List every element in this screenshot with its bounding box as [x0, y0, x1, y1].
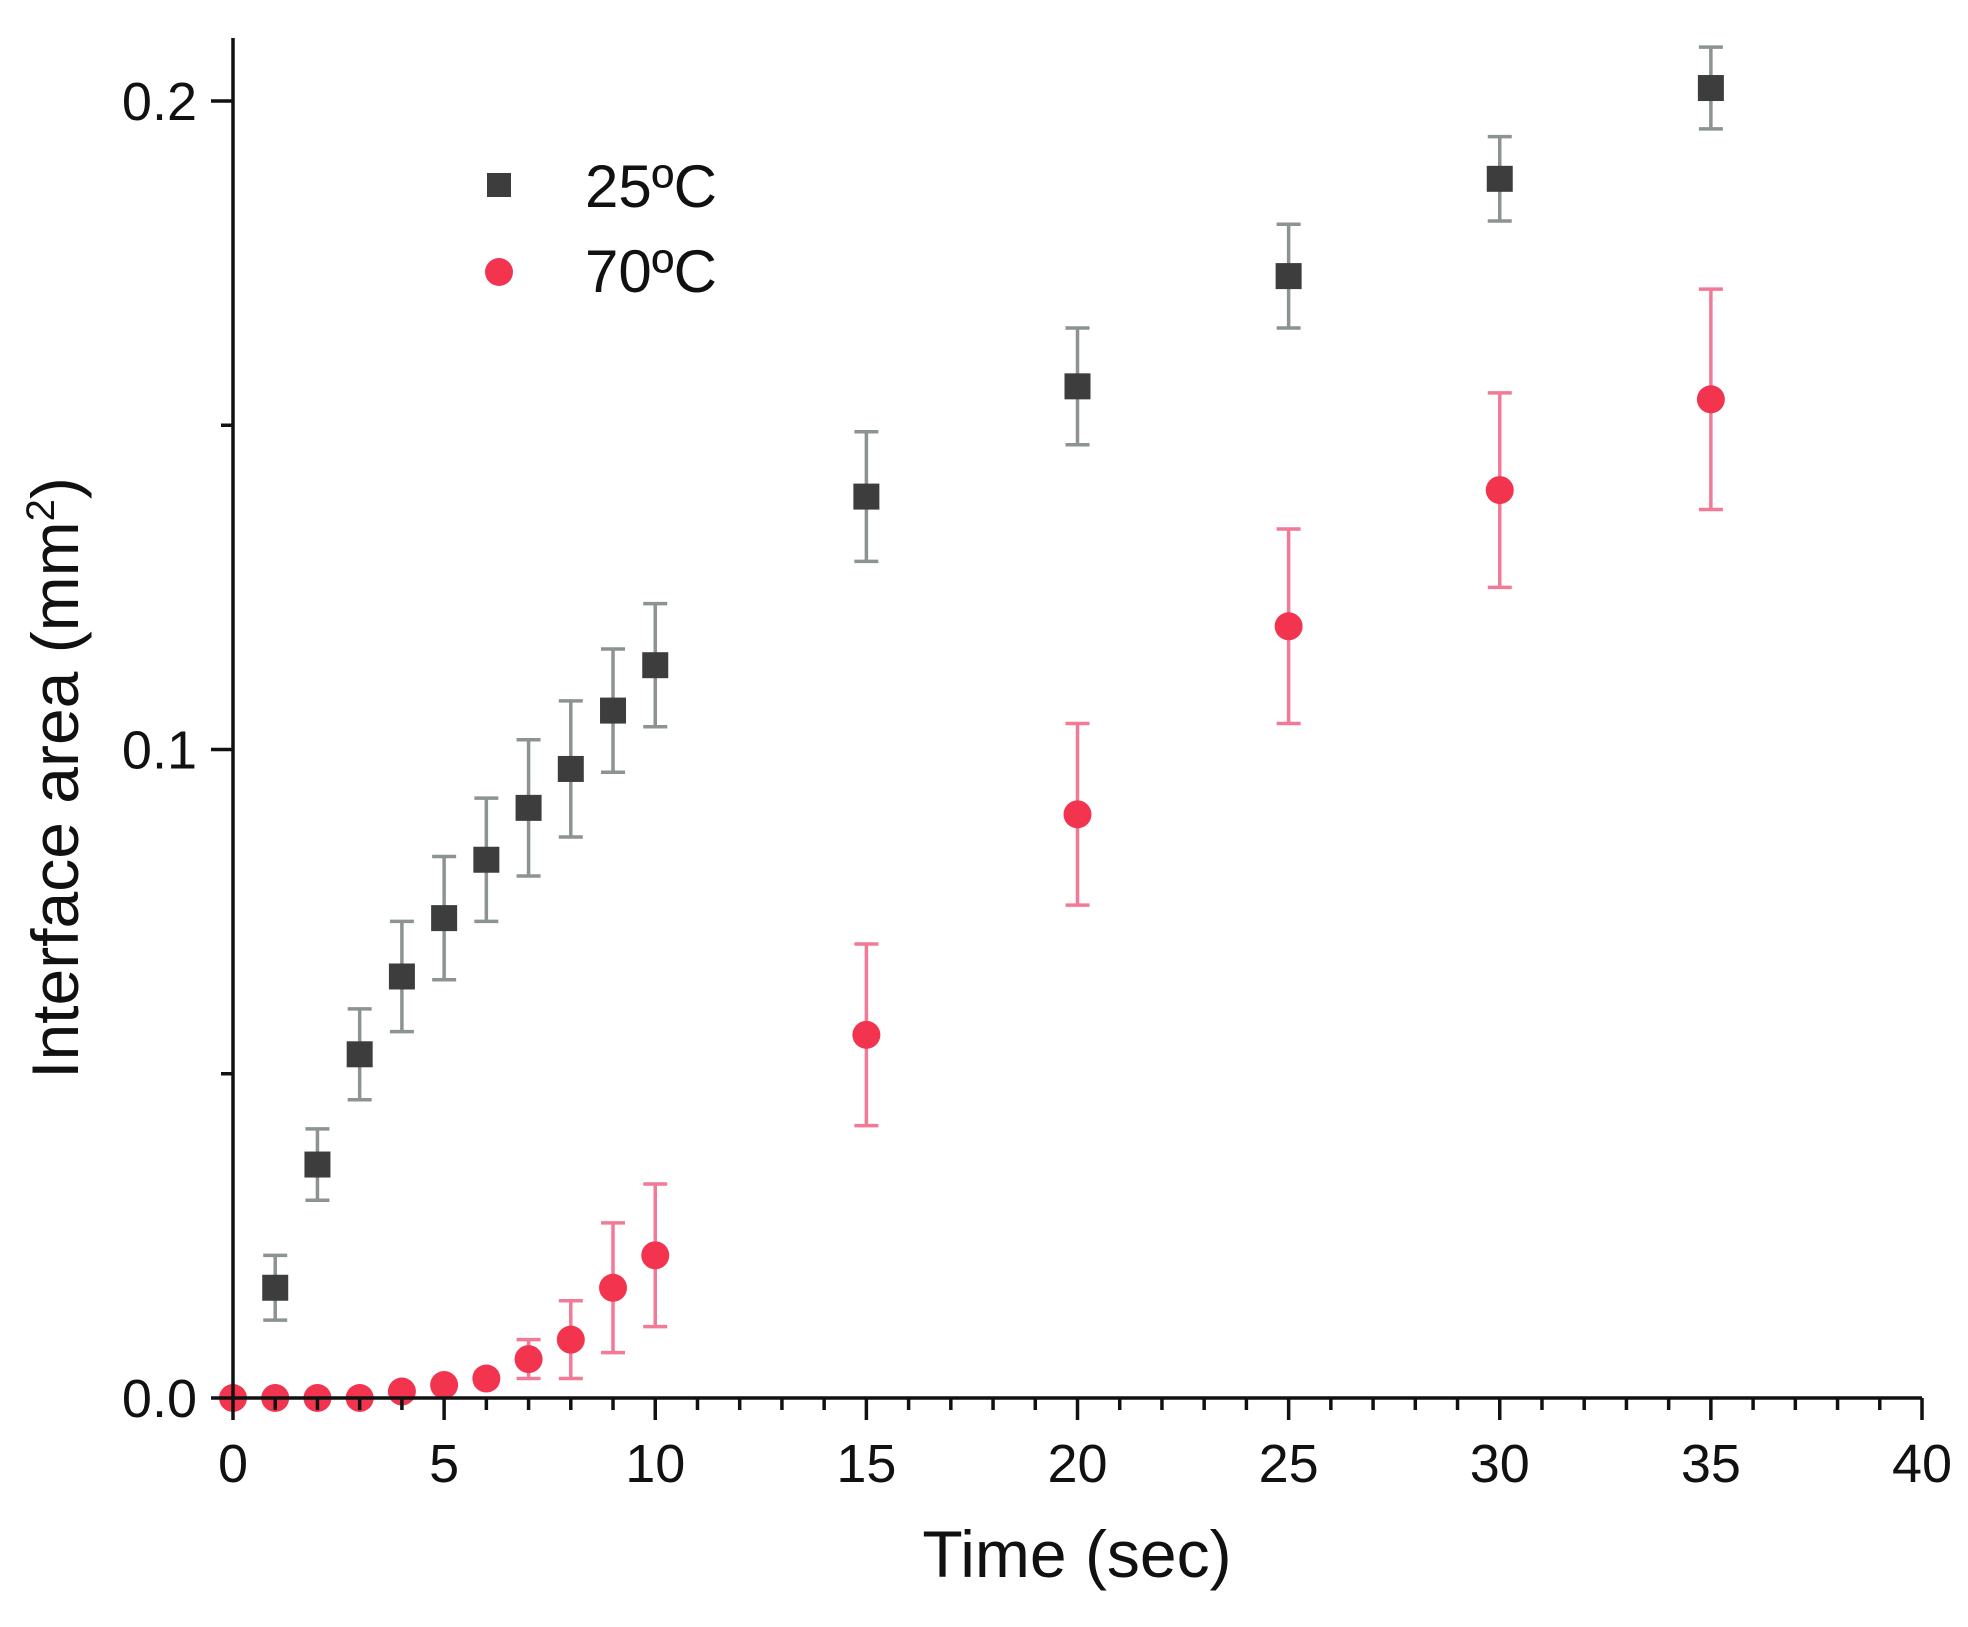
x-tick-label: 5	[429, 1434, 459, 1494]
x-tick-label: 10	[625, 1434, 685, 1494]
y-tick-label: 0.2	[122, 72, 197, 132]
series-70c-point	[641, 1241, 670, 1270]
y-axis-title-suffix: )	[18, 477, 92, 499]
series-25c-point	[304, 1151, 331, 1178]
series-70c-point	[1485, 476, 1514, 505]
series-70c-point	[1274, 612, 1303, 641]
series-25c-point	[1697, 75, 1724, 102]
series-25c-point	[1486, 165, 1513, 192]
series-70c-point	[599, 1273, 628, 1302]
legend-label-25c: 25ºC	[585, 153, 717, 220]
series-70c-point	[514, 1345, 543, 1374]
series-25c-point	[388, 963, 415, 990]
legend-label-70c: 70ºC	[585, 238, 717, 305]
y-axis-title: Interface area (mm2)	[18, 477, 92, 1079]
series-70c-point	[430, 1371, 459, 1400]
series-25c-point	[262, 1274, 289, 1301]
markers-layer	[219, 75, 1725, 1412]
x-tick-label: 0	[218, 1434, 248, 1494]
series-25c-point	[1064, 373, 1091, 400]
series-70c-point	[1063, 800, 1092, 829]
y-tick-label: 0.0	[122, 1369, 197, 1429]
x-tick-label: 40	[1892, 1434, 1952, 1494]
series-25c-point	[557, 755, 584, 782]
series-25c-point	[515, 794, 542, 821]
axes-layer: 0 5 10 15 20 25 30 35 40 0.0 0.1 0.2	[122, 38, 1952, 1494]
series-25c-point	[853, 483, 880, 510]
x-tick-label: 30	[1470, 1434, 1530, 1494]
legend-marker-25c	[487, 173, 511, 197]
series-25c-point	[431, 905, 458, 932]
series-70c-point	[1696, 385, 1725, 414]
series-25c-point	[473, 846, 500, 873]
series-25c-point	[346, 1041, 373, 1068]
series-25c-point	[600, 697, 627, 724]
y-axis-title-main: Interface area (mm	[18, 521, 92, 1079]
series-25c-point	[642, 652, 669, 679]
x-axis-title: Time (sec)	[922, 1517, 1231, 1591]
y-axis-title-superscript: 2	[19, 499, 63, 521]
x-tick-label: 20	[1047, 1434, 1107, 1494]
y-tick-label: 0.1	[122, 721, 197, 781]
x-tick-label: 25	[1259, 1434, 1319, 1494]
series-70c-point	[472, 1364, 501, 1393]
series-70c-point	[852, 1020, 881, 1049]
x-tick-label: 35	[1681, 1434, 1741, 1494]
legend: 25ºC 70ºC	[485, 153, 717, 305]
legend-marker-70c	[485, 258, 513, 286]
errorbars-layer	[263, 45, 1723, 1387]
x-tick-label: 15	[836, 1434, 896, 1494]
series-70c-point	[556, 1325, 585, 1354]
series-25c-point	[1275, 263, 1302, 290]
